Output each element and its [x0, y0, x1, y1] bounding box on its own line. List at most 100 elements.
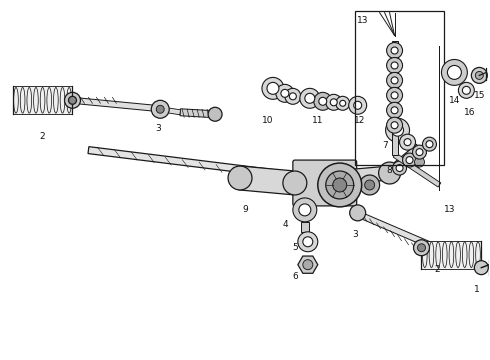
Circle shape: [399, 134, 416, 150]
Text: 2: 2: [40, 132, 46, 141]
Circle shape: [293, 198, 317, 222]
Circle shape: [391, 47, 398, 54]
Circle shape: [276, 84, 294, 102]
Circle shape: [406, 157, 413, 163]
Text: 11: 11: [312, 116, 323, 125]
Circle shape: [319, 97, 327, 105]
Polygon shape: [160, 107, 180, 115]
Circle shape: [208, 107, 222, 121]
Circle shape: [391, 92, 398, 99]
Circle shape: [416, 149, 423, 156]
Circle shape: [267, 82, 279, 94]
Circle shape: [354, 101, 362, 109]
Circle shape: [426, 141, 433, 148]
Circle shape: [396, 165, 403, 171]
Circle shape: [403, 153, 416, 167]
Circle shape: [387, 102, 403, 118]
Circle shape: [391, 62, 398, 69]
Circle shape: [387, 87, 403, 103]
Circle shape: [300, 88, 320, 108]
Text: 13: 13: [357, 16, 368, 25]
Circle shape: [326, 94, 342, 110]
Bar: [13, 86, 73, 114]
Bar: [355, 11, 444, 165]
Bar: [421, 241, 481, 269]
Circle shape: [298, 232, 318, 252]
Circle shape: [349, 96, 367, 114]
Circle shape: [156, 105, 164, 113]
Circle shape: [379, 162, 400, 184]
Circle shape: [281, 89, 289, 97]
Circle shape: [387, 72, 403, 88]
Circle shape: [441, 59, 467, 85]
Circle shape: [228, 166, 252, 190]
Text: 12: 12: [354, 116, 366, 125]
Text: 13: 13: [443, 206, 455, 215]
Circle shape: [340, 100, 346, 106]
Circle shape: [392, 161, 407, 175]
Circle shape: [314, 92, 332, 110]
Text: 15: 15: [473, 91, 485, 100]
Polygon shape: [88, 147, 370, 188]
Circle shape: [475, 71, 483, 80]
Circle shape: [471, 67, 488, 84]
Text: 3: 3: [352, 230, 358, 239]
Circle shape: [387, 58, 403, 73]
Text: 2: 2: [435, 265, 441, 274]
Circle shape: [333, 178, 347, 192]
Circle shape: [417, 244, 425, 252]
Polygon shape: [239, 166, 296, 195]
Circle shape: [360, 175, 380, 195]
Circle shape: [391, 107, 398, 114]
Circle shape: [336, 96, 350, 110]
Polygon shape: [72, 97, 155, 111]
Circle shape: [413, 145, 426, 159]
Circle shape: [422, 137, 437, 151]
Text: 1: 1: [473, 285, 479, 294]
Circle shape: [391, 77, 398, 84]
Circle shape: [299, 204, 311, 216]
Circle shape: [458, 82, 474, 98]
Text: 6: 6: [292, 272, 298, 281]
Polygon shape: [298, 256, 318, 273]
Circle shape: [69, 96, 76, 104]
Circle shape: [447, 66, 462, 80]
Circle shape: [305, 93, 315, 103]
Circle shape: [365, 180, 375, 190]
Circle shape: [414, 240, 429, 256]
Circle shape: [391, 122, 398, 129]
FancyBboxPatch shape: [293, 160, 357, 206]
Circle shape: [151, 100, 169, 118]
Circle shape: [290, 93, 296, 100]
Text: 3: 3: [155, 124, 161, 133]
Circle shape: [303, 260, 313, 270]
Circle shape: [326, 171, 354, 199]
Circle shape: [404, 139, 411, 146]
Polygon shape: [354, 166, 390, 183]
Polygon shape: [180, 109, 215, 118]
Text: 9: 9: [242, 206, 248, 215]
Polygon shape: [412, 155, 424, 170]
Text: 14: 14: [449, 96, 460, 105]
Circle shape: [387, 42, 403, 58]
Text: 8: 8: [387, 166, 392, 175]
Polygon shape: [359, 212, 431, 247]
Text: 5: 5: [292, 243, 298, 252]
Text: 7: 7: [382, 141, 388, 150]
Circle shape: [283, 171, 307, 195]
Circle shape: [474, 261, 489, 275]
Circle shape: [392, 124, 404, 136]
Circle shape: [65, 92, 80, 108]
Circle shape: [262, 77, 284, 99]
Polygon shape: [387, 144, 423, 177]
Circle shape: [387, 117, 403, 133]
Circle shape: [330, 99, 337, 106]
Circle shape: [350, 205, 366, 221]
Text: 4: 4: [282, 220, 288, 229]
Circle shape: [303, 237, 313, 247]
Circle shape: [463, 86, 470, 94]
Text: 16: 16: [464, 108, 475, 117]
Circle shape: [318, 163, 362, 207]
Polygon shape: [393, 153, 441, 187]
Polygon shape: [392, 41, 397, 155]
